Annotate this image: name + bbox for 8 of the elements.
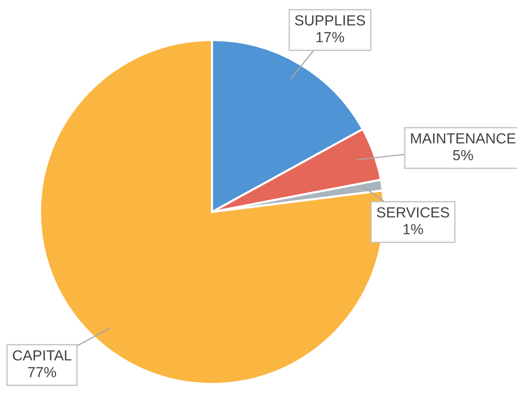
- data-label: 5%: [453, 150, 474, 160]
- data-label: 1%: [404, 224, 424, 234]
- slice-label: SUPPLIES: [295, 15, 365, 26]
- slice-label: MAINTENANCE: [411, 133, 516, 144]
- data-label: 77%: [28, 367, 56, 378]
- slice-label: SERVICES: [376, 207, 450, 218]
- slice-label: CAPITAL: [12, 350, 72, 361]
- data-label: 17%: [316, 32, 344, 42]
